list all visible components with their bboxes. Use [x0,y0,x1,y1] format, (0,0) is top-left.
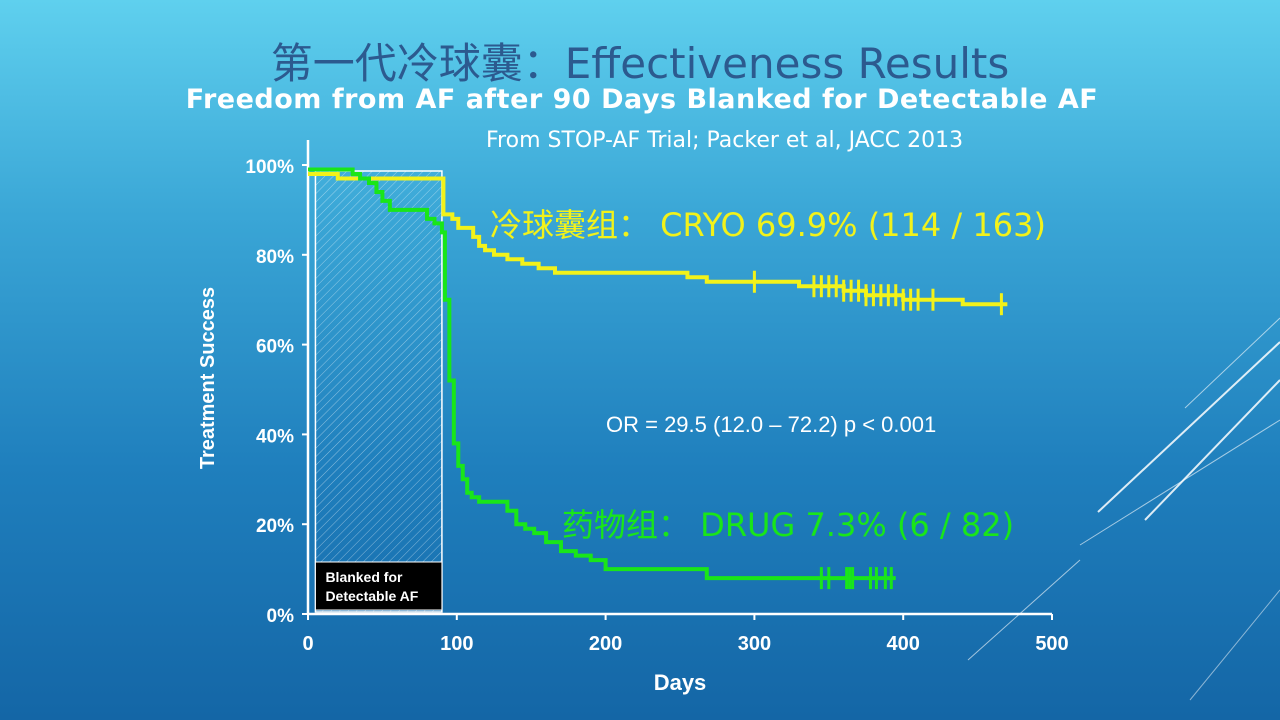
x-tick-label: 0 [302,633,313,655]
blank-period: Blanked for Detectable AF [314,170,443,613]
axes: 0% 20% 40% 60% 80% 100% 0 100 200 300 400 500 [245,140,1069,655]
x-axis-label: Days [654,670,707,695]
y-tick-label: 60% [256,337,294,358]
blank-period-box [314,170,443,613]
blank-period-label-line1: Blanked for [325,569,403,585]
odds-ratio-annotation: OR = 29.5 (12.0 – 72.2) p < 0.001 [606,412,936,437]
x-tick-label: 100 [440,633,473,655]
series-line-1 [308,167,896,581]
decorative-lines [967,317,1280,701]
legend-label-cryo: 冷球囊组： CRYO 69.9% (114 / 163) [490,206,1046,244]
x-tick-label: 400 [887,633,920,655]
x-tick-label: 200 [589,633,622,655]
slide-title: 第一代冷球囊：Effectiveness Results [270,39,1010,88]
blank-period-label-box [314,561,443,611]
legend-label-drug: 药物组： DRUG 7.3% (6 / 82) [562,506,1014,544]
y-axis-label: Treatment Success [197,287,219,469]
source-note: From STOP-AF Trial; Packer et al, JACC 2… [486,128,964,153]
y-tick-label: 80% [256,247,294,268]
series-layer [308,167,1008,590]
y-tick-label: 20% [256,516,294,537]
x-tick-label: 300 [738,633,771,655]
y-tick-label: 40% [256,426,294,447]
y-tick-label: 100% [245,157,294,178]
blank-period-label-line2: Detectable AF [325,588,418,604]
x-tick-label: 500 [1035,633,1068,655]
y-tick-label: 0% [267,606,295,627]
slide-subtitle: Freedom from AF after 90 Days Blanked fo… [185,84,1099,115]
